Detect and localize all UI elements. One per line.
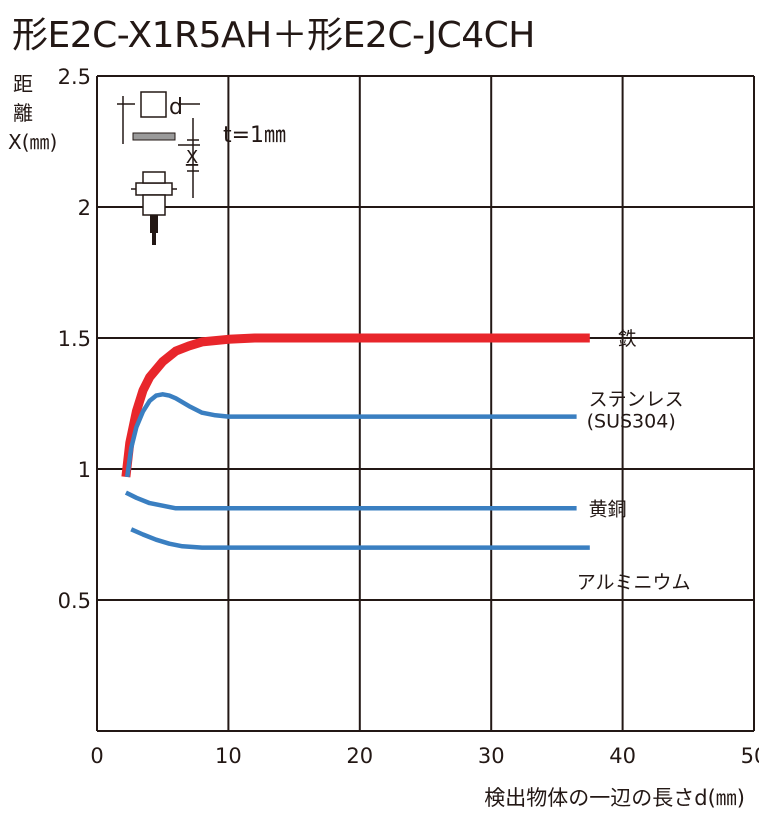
grid <box>96 75 755 732</box>
x-tick-label: 0 <box>90 744 103 768</box>
series-line-2 <box>124 490 577 511</box>
data-lines <box>121 333 590 550</box>
series-line-1 <box>124 392 577 478</box>
x-tick-label: 40 <box>609 744 636 768</box>
series-label-1: (SUS304) <box>587 411 676 433</box>
series-label-3: アルミニウム <box>577 572 691 594</box>
inset-d-label: d <box>169 95 183 120</box>
series-line-3 <box>130 527 590 550</box>
chart-title: 形E2C-X1R5AH＋形E2C-JC4CH <box>12 15 535 56</box>
y-tick-label: 1 <box>78 458 91 482</box>
series-line-0 <box>121 333 590 478</box>
series-label-2: 黄銅 <box>589 498 627 520</box>
y-tick-label: 1.5 <box>58 327 91 351</box>
series-label-0: 鉄 <box>618 328 637 350</box>
tick-labels: 0 10 20 30 40 50 0.5 1 1.5 2 2.5 <box>58 65 759 768</box>
inset-thickness-label: t=1㎜ <box>223 123 286 148</box>
y-tick-label: 2.5 <box>58 65 91 89</box>
y-tick-label: 0.5 <box>58 589 91 613</box>
series-label-1: ステンレス <box>589 389 684 411</box>
inset-x-label: X <box>186 147 198 168</box>
x-tick-label: 50 <box>741 744 759 768</box>
x-tick-label: 30 <box>478 744 505 768</box>
x-tick-label: 20 <box>346 744 373 768</box>
x-axis-label: 検出物体の一辺の長さd(㎜) <box>484 786 745 810</box>
sensor-inset-diagram: d X t=1㎜ <box>117 91 286 245</box>
x-tick-label: 10 <box>215 744 242 768</box>
y-tick-label: 2 <box>78 196 91 220</box>
